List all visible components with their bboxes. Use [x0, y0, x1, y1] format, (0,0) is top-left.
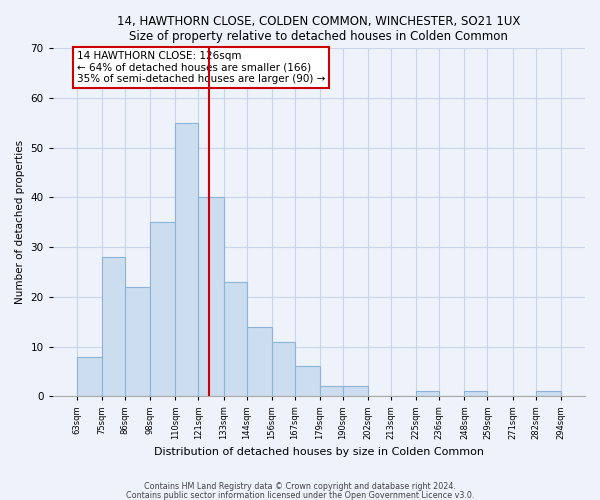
- Bar: [320, 386, 343, 396]
- Bar: [199, 198, 224, 396]
- X-axis label: Distribution of detached houses by size in Colden Common: Distribution of detached houses by size …: [154, 448, 484, 458]
- Text: Contains HM Land Registry data © Crown copyright and database right 2024.: Contains HM Land Registry data © Crown c…: [144, 482, 456, 491]
- Bar: [175, 123, 199, 396]
- Bar: [224, 282, 247, 397]
- Bar: [416, 392, 439, 396]
- Bar: [125, 287, 150, 397]
- Bar: [247, 326, 272, 396]
- Text: 14 HAWTHORN CLOSE: 126sqm
← 64% of detached houses are smaller (166)
35% of semi: 14 HAWTHORN CLOSE: 126sqm ← 64% of detac…: [77, 51, 325, 84]
- Bar: [295, 366, 320, 396]
- Bar: [77, 356, 102, 397]
- Text: Contains public sector information licensed under the Open Government Licence v3: Contains public sector information licen…: [126, 491, 474, 500]
- Title: 14, HAWTHORN CLOSE, COLDEN COMMON, WINCHESTER, SO21 1UX
Size of property relativ: 14, HAWTHORN CLOSE, COLDEN COMMON, WINCH…: [117, 15, 521, 43]
- Bar: [536, 392, 561, 396]
- Bar: [102, 257, 125, 396]
- Bar: [343, 386, 368, 396]
- Y-axis label: Number of detached properties: Number of detached properties: [15, 140, 25, 304]
- Bar: [464, 392, 487, 396]
- Bar: [150, 222, 175, 396]
- Bar: [272, 342, 295, 396]
